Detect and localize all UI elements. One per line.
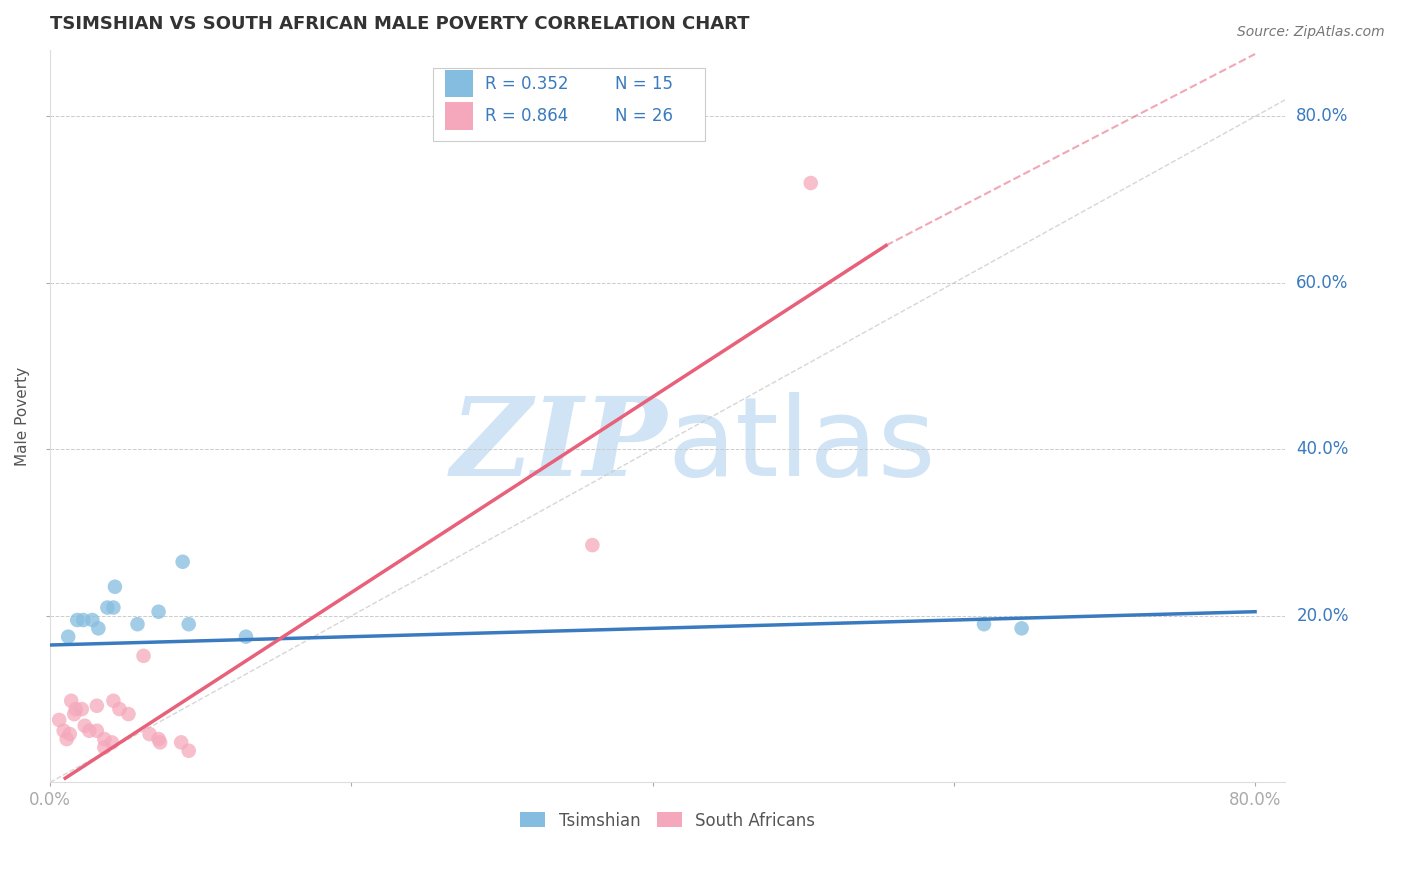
Point [127, 617, 149, 632]
Text: 80.0%: 80.0% [1296, 107, 1348, 126]
Point [86, 698, 108, 713]
Point [86, 723, 108, 738]
Text: N = 15: N = 15 [614, 75, 672, 93]
Point [148, 732, 170, 747]
Point [235, 630, 257, 644]
Point [973, 617, 995, 632]
Text: 60.0%: 60.0% [1296, 274, 1348, 292]
Point [82, 613, 104, 627]
Point [177, 617, 200, 632]
Point [93, 732, 115, 747]
Point [70, 702, 93, 716]
Point [581, 538, 603, 552]
Point [96, 600, 118, 615]
Text: 40.0%: 40.0% [1296, 441, 1348, 458]
Point [58, 630, 80, 644]
Text: Source: ZipAtlas.com: Source: ZipAtlas.com [1237, 25, 1385, 39]
Point [101, 735, 124, 749]
Point [149, 735, 172, 749]
Point [138, 727, 160, 741]
Point [72, 613, 94, 627]
Point [63, 707, 86, 722]
FancyBboxPatch shape [433, 68, 704, 142]
Text: R = 0.352: R = 0.352 [485, 75, 568, 93]
Point [108, 702, 131, 716]
Point [177, 744, 200, 758]
Point [103, 600, 125, 615]
Text: N = 26: N = 26 [614, 107, 672, 125]
Point [59, 727, 82, 741]
Point [104, 580, 127, 594]
Point [117, 707, 139, 722]
FancyBboxPatch shape [446, 70, 472, 97]
Y-axis label: Male Poverty: Male Poverty [15, 367, 30, 466]
Point [79, 723, 101, 738]
Point [55, 732, 77, 747]
Point [103, 694, 125, 708]
Point [48, 713, 70, 727]
Text: ZIP: ZIP [451, 392, 668, 500]
Point [170, 735, 193, 749]
Point [800, 176, 823, 190]
Point [73, 719, 96, 733]
Point [66, 613, 89, 627]
Legend: Tsimshian, South Africans: Tsimshian, South Africans [513, 805, 823, 837]
Point [65, 702, 87, 716]
Text: 20.0%: 20.0% [1296, 607, 1348, 625]
Point [172, 555, 194, 569]
Text: TSIMSHIAN VS SOUTH AFRICAN MALE POVERTY CORRELATION CHART: TSIMSHIAN VS SOUTH AFRICAN MALE POVERTY … [51, 15, 749, 33]
FancyBboxPatch shape [446, 102, 472, 129]
Point [60, 694, 83, 708]
Point [52, 723, 75, 738]
Point [132, 648, 155, 663]
Point [1011, 621, 1033, 635]
Text: R = 0.864: R = 0.864 [485, 107, 568, 125]
Text: atlas: atlas [668, 392, 936, 499]
Point [148, 605, 170, 619]
Point [87, 621, 110, 635]
Point [93, 740, 115, 755]
